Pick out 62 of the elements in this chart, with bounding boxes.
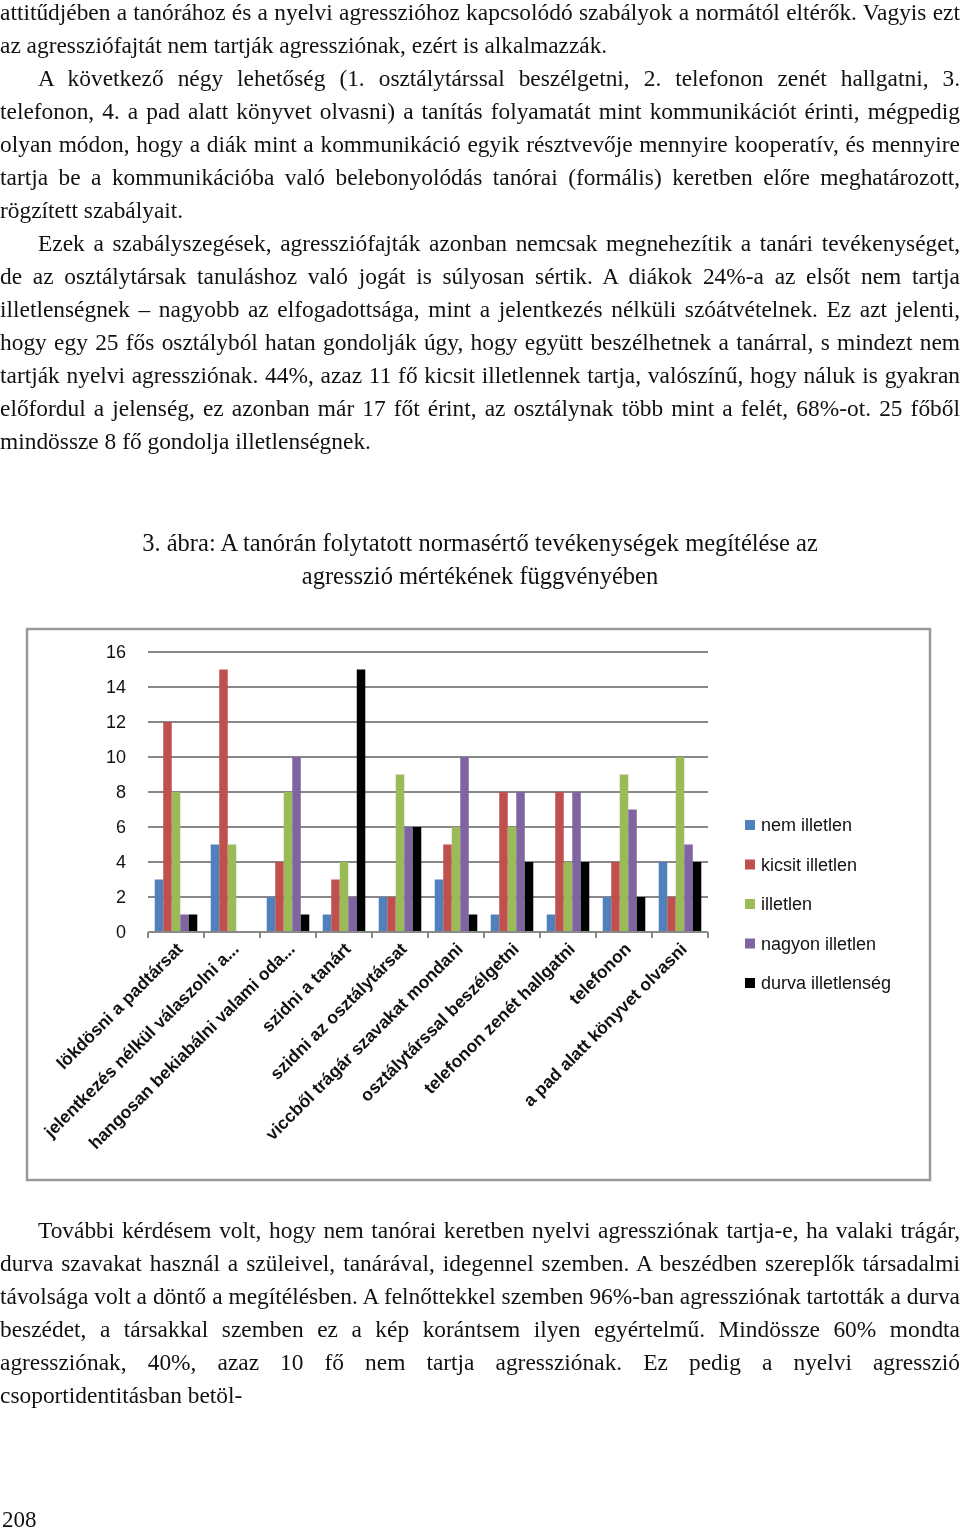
bar <box>619 774 629 932</box>
bar <box>387 897 396 932</box>
bar <box>524 862 534 932</box>
legend-label: illetlen <box>761 894 813 914</box>
bar <box>692 862 702 932</box>
y-tick-label: 10 <box>105 747 126 767</box>
bar <box>163 722 172 932</box>
bar <box>404 827 413 932</box>
bar <box>563 862 573 932</box>
bar <box>658 862 668 932</box>
bar <box>275 862 284 932</box>
bar <box>331 879 340 932</box>
bar <box>266 897 276 932</box>
bar <box>171 792 181 932</box>
y-tick-label: 0 <box>115 922 126 942</box>
bar <box>628 809 637 932</box>
y-tick-label: 6 <box>115 817 126 837</box>
bar <box>507 827 517 932</box>
y-tick-label: 8 <box>115 782 126 802</box>
bar <box>356 669 366 932</box>
bar <box>499 792 508 932</box>
bar <box>443 844 452 932</box>
bar <box>283 792 293 932</box>
bar <box>210 844 220 932</box>
bar <box>378 897 388 932</box>
text: További kérdésem volt, hogy nem tanórai keretben nyelvi agressziónak tartja-e, ha valaki trágár, durva szavakat használ a szüleivel, tanárával, idegennel szemben. A beszédben szereplők társadalmi távolsága volt a döntő a megítélésben. A felnőttekkel szemben 96%-ban agressziónak tartották a durva beszédet, a társakkal szemben ez a kép korántsem ilyen egyértelmű. Mindössze 60% mondta agressziónak, 40%, azaz 10 fő nem tartja agressziónak. Ez pedig a nyelvi agresszió csoportidentitásban betöl- <box>0 1216 960 1410</box>
y-tick-label: 16 <box>105 642 126 662</box>
y-tick-label: 4 <box>115 852 126 872</box>
bar <box>516 792 525 932</box>
text: attitűdjében a tanórához és a nyelvi agresszióhoz kapcsolódó szabályok a normától eltérők. Vagyis ezt az agressziófajtát nem tartják agressziónak, ezért is alkalmazzák. <box>0 0 960 60</box>
bar <box>395 774 405 932</box>
chart-title: 3. ábra: A tanórán folytatott normasértő tevékenységek megítélése az agresszió mértékének függvényében <box>141 528 819 591</box>
y-tick-label: 12 <box>105 712 126 732</box>
bar <box>180 914 189 932</box>
bar <box>434 879 444 932</box>
bar <box>580 862 590 932</box>
legend-label: kicsit illetlen <box>761 854 858 875</box>
bar <box>667 897 676 932</box>
bar <box>602 897 612 932</box>
bar <box>555 792 564 932</box>
text: A következő négy lehetőség (1. osztálytárssal beszélgetni, 2. telefonon zenét hallgatni, 3. telefonon, 4. a pad alatt könyvet olvasni) a tanítás folyamatát mint kommunikációt érinti, mégpedig olyan módon, hogy a diák mint a kommunikáció egyik résztvevője mennyire kooperatív, és mennyire tartja be a kommunikációba való belebonyolódás tanórai (formális) keretben előre meghatározott, rögzített szabályait. <box>0 64 960 225</box>
bar <box>684 844 693 932</box>
y-tick-label: 14 <box>105 677 126 697</box>
bar <box>611 862 620 932</box>
bar <box>339 862 349 932</box>
bar <box>227 844 237 932</box>
bar <box>675 757 685 932</box>
bar <box>451 827 461 932</box>
legend-label: nagyon illetlen <box>761 933 877 954</box>
legend-label: durva illetlenség <box>761 973 892 993</box>
legend-label: nem illetlen <box>761 815 853 835</box>
bar <box>412 827 422 932</box>
bar <box>460 757 469 932</box>
bar <box>154 879 164 932</box>
bar <box>572 792 581 932</box>
y-tick-label: 2 <box>115 887 126 907</box>
bar <box>219 669 228 932</box>
text: Ezek a szabályszegések, agressziófajták azonban nemcsak megnehezítik a tanári tevékenységet, de az osztálytársak tanuláshoz való jogát is súlyosan sértik. A diákok 24%-a az elsőt nem tartja illetlenségnek – nagyobb az elfogadottsága, mint a jelentkezés nélküli szóátvételnek. Ez azt jelenti, hogy egy 25 fős osztályból hatan gondolják úgy, hogy együtt beszélhetnek a tanárral, s mindezt nem tartják nyelvi agressziónak. 44%, azaz 11 fő kicsit illetlennek tartja, valószínű, hogy náluk is gyakran előfordul a jelenség, ez azonban már 17 főt érint, az osztálynak több mint a felét, 68%-ot. 25 főből mindössze 8 fő gondolja illetlenségnek. <box>0 229 960 456</box>
bar <box>292 757 301 932</box>
text: 208 <box>2 1507 37 1530</box>
bar <box>348 897 357 932</box>
bar <box>636 897 646 932</box>
